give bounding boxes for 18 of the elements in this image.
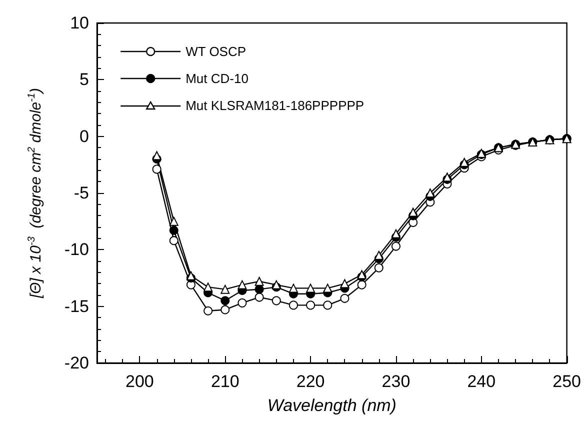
- y-axis-title: [Θ] x 10-3 (degree cm2 dmole-1): [26, 88, 44, 300]
- x-tick-label: 250: [552, 372, 582, 391]
- y-tick-label: -5: [74, 184, 89, 202]
- y-tick-label: 10: [70, 14, 89, 32]
- x-tick-label: 240: [467, 372, 496, 391]
- y-tick-label: -15: [64, 296, 89, 316]
- x-tick-label: 200: [126, 372, 154, 391]
- legend-label: WT OSCP: [186, 44, 246, 59]
- legend-label: Mut CD-10: [186, 71, 248, 86]
- y-tick-label: 5: [80, 70, 89, 90]
- x-tick-label: 230: [382, 372, 410, 391]
- x-tick-label: 210: [210, 372, 240, 391]
- y-tick-label: 0: [80, 126, 89, 146]
- y-tick-label: -20: [64, 354, 89, 372]
- legend-label: Mut KLSRAM181-186PPPPPP: [186, 98, 364, 113]
- x-tick-label: 220: [296, 372, 325, 391]
- x-axis-title: Wavelength (nm): [267, 396, 396, 415]
- y-tick-label: -10: [64, 240, 89, 260]
